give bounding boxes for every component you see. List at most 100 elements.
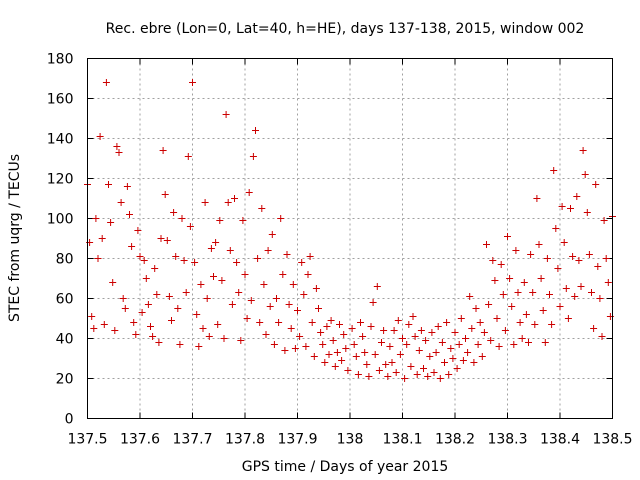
data-point [155, 339, 163, 346]
data-point [581, 171, 589, 178]
data-point [468, 325, 476, 332]
data-point [562, 285, 570, 292]
chart-title: Rec. ebre (Lon=0, Lat=40, h=HE), days 13… [106, 21, 585, 37]
data-point [249, 153, 257, 160]
data-point [525, 339, 532, 346]
data-point [407, 363, 415, 370]
data-point [102, 79, 110, 86]
data-point [445, 371, 453, 378]
data-point [495, 343, 503, 350]
data-point [399, 335, 406, 342]
data-point [375, 367, 383, 374]
data-point [151, 265, 159, 272]
y-tick-label: 140 [47, 132, 74, 148]
data-point [140, 257, 148, 264]
data-point [214, 321, 222, 328]
data-point [560, 239, 568, 246]
data-point [321, 359, 329, 366]
data-point [478, 353, 486, 360]
data-point [531, 321, 539, 328]
data-point [514, 289, 522, 296]
data-point [275, 319, 283, 326]
data-point [270, 341, 278, 348]
data-point [485, 301, 493, 308]
data-point [268, 231, 276, 238]
data-point [285, 301, 293, 308]
data-point [109, 279, 117, 286]
data-point [583, 209, 591, 216]
data-point [352, 353, 360, 360]
data-point [447, 345, 455, 352]
data-point [260, 281, 268, 288]
data-point [403, 341, 411, 348]
data-point [464, 349, 472, 356]
data-point [159, 147, 167, 154]
data-point [231, 195, 238, 202]
data-point [338, 357, 346, 364]
data-point [195, 343, 203, 350]
data-point [111, 327, 119, 334]
data-point [499, 291, 507, 298]
data-point [189, 79, 196, 86]
data-point [165, 293, 173, 300]
data-point [394, 317, 402, 324]
data-point [126, 211, 133, 218]
data-point [207, 245, 215, 252]
data-point [258, 205, 266, 212]
data-point [417, 327, 425, 334]
data-point [119, 295, 127, 302]
data-point [453, 365, 461, 372]
data-point [573, 193, 581, 200]
data-point [441, 359, 448, 366]
data-point [415, 347, 423, 354]
data-point [329, 337, 337, 344]
data-point [548, 321, 556, 328]
data-point [529, 289, 537, 296]
y-tick-label: 120 [47, 172, 74, 188]
data-point [136, 253, 144, 260]
data-point [518, 335, 526, 342]
data-point [365, 373, 373, 380]
data-point [121, 305, 129, 312]
data-point [132, 331, 140, 338]
data-point [182, 289, 190, 296]
data-point [237, 337, 245, 344]
data-point [201, 199, 209, 206]
data-point [210, 273, 217, 280]
data-point [434, 323, 442, 330]
data-point [340, 331, 348, 338]
data-point [147, 323, 154, 330]
data-point [491, 277, 499, 284]
data-point [550, 167, 558, 174]
data-point [592, 181, 600, 188]
data-point [224, 199, 232, 206]
data-point [142, 275, 150, 282]
x-tick-label: 138.4 [540, 432, 580, 448]
data-point [96, 133, 104, 140]
data-point [174, 305, 182, 312]
data-point [556, 303, 564, 310]
data-point [304, 271, 312, 278]
data-point [466, 293, 474, 300]
data-point [98, 235, 106, 242]
data-point [344, 367, 352, 374]
data-point [128, 243, 136, 250]
data-point [308, 319, 316, 326]
data-point [319, 341, 327, 348]
data-point [489, 257, 497, 264]
data-point [203, 295, 211, 302]
grid-lines [87, 58, 613, 419]
data-point [105, 181, 112, 188]
data-point [371, 351, 379, 358]
data-point [191, 259, 199, 266]
data-point [281, 347, 289, 354]
data-point [153, 291, 161, 298]
data-point [241, 271, 249, 278]
data-point [123, 183, 131, 190]
data-point [228, 301, 236, 308]
data-point [348, 325, 356, 332]
data-point [331, 363, 339, 370]
data-point [279, 271, 287, 278]
data-point [325, 351, 333, 358]
